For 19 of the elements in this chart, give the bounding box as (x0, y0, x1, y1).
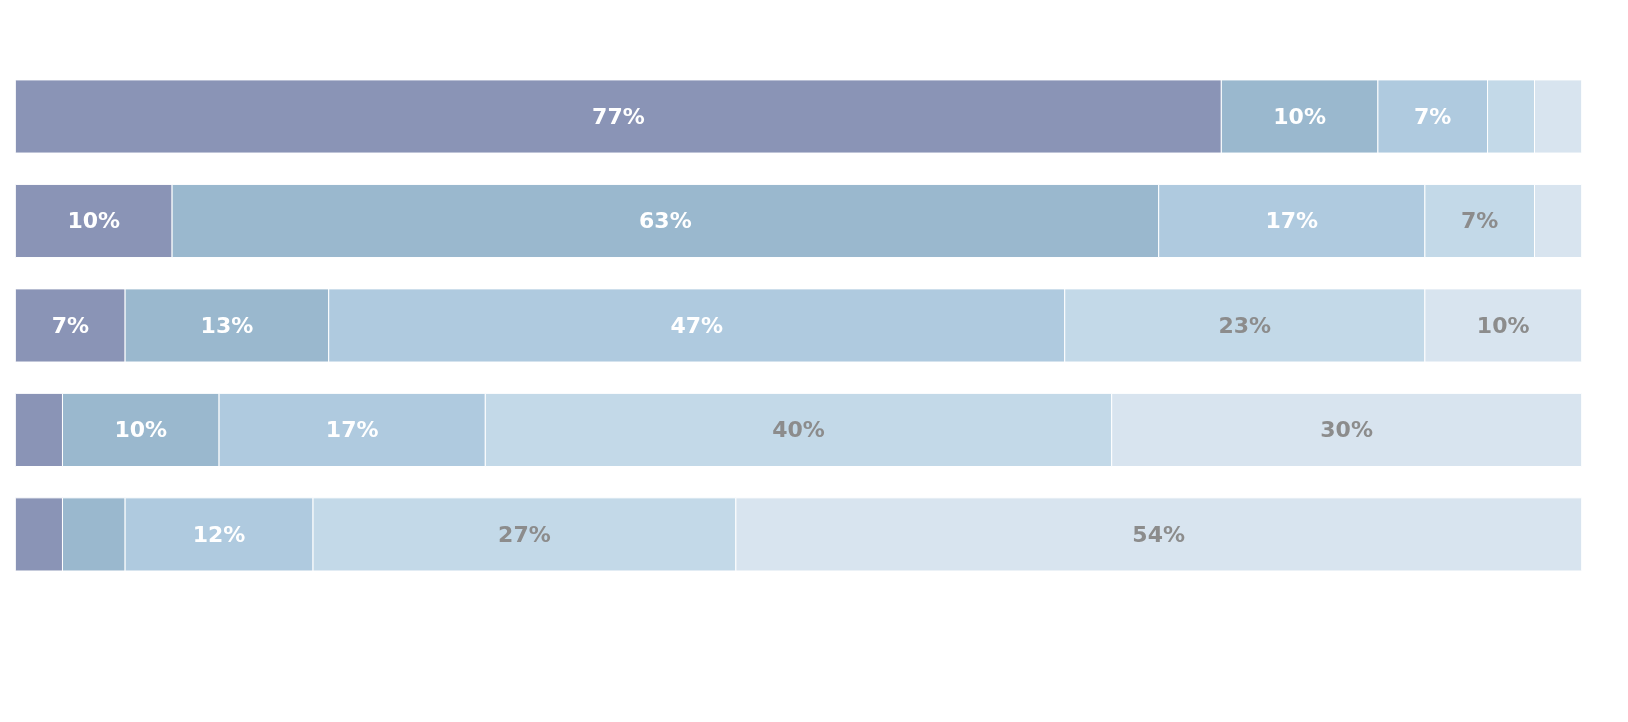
data-label: 10% (1273, 103, 1326, 129)
data-label: 17% (1265, 208, 1319, 234)
data-label: 12% (192, 521, 246, 547)
data-label: 40% (772, 417, 825, 443)
data-label: 7% (1414, 103, 1452, 129)
data-label: 23% (1218, 312, 1272, 338)
data-label: 54% (1132, 521, 1186, 547)
data-label: 17% (325, 417, 379, 443)
data-label: 30% (1320, 417, 1373, 443)
data-label: 63% (639, 208, 692, 234)
data-label: 10% (114, 417, 168, 443)
data-label: 13% (200, 312, 254, 338)
data-label: 7% (1461, 208, 1499, 234)
data-label: 7% (51, 312, 89, 338)
data-label: 27% (498, 521, 551, 547)
data-label: 10% (67, 208, 121, 234)
data-label: 10% (1476, 312, 1530, 338)
data-label: 77% (592, 103, 645, 129)
data-label: 47% (670, 312, 724, 338)
